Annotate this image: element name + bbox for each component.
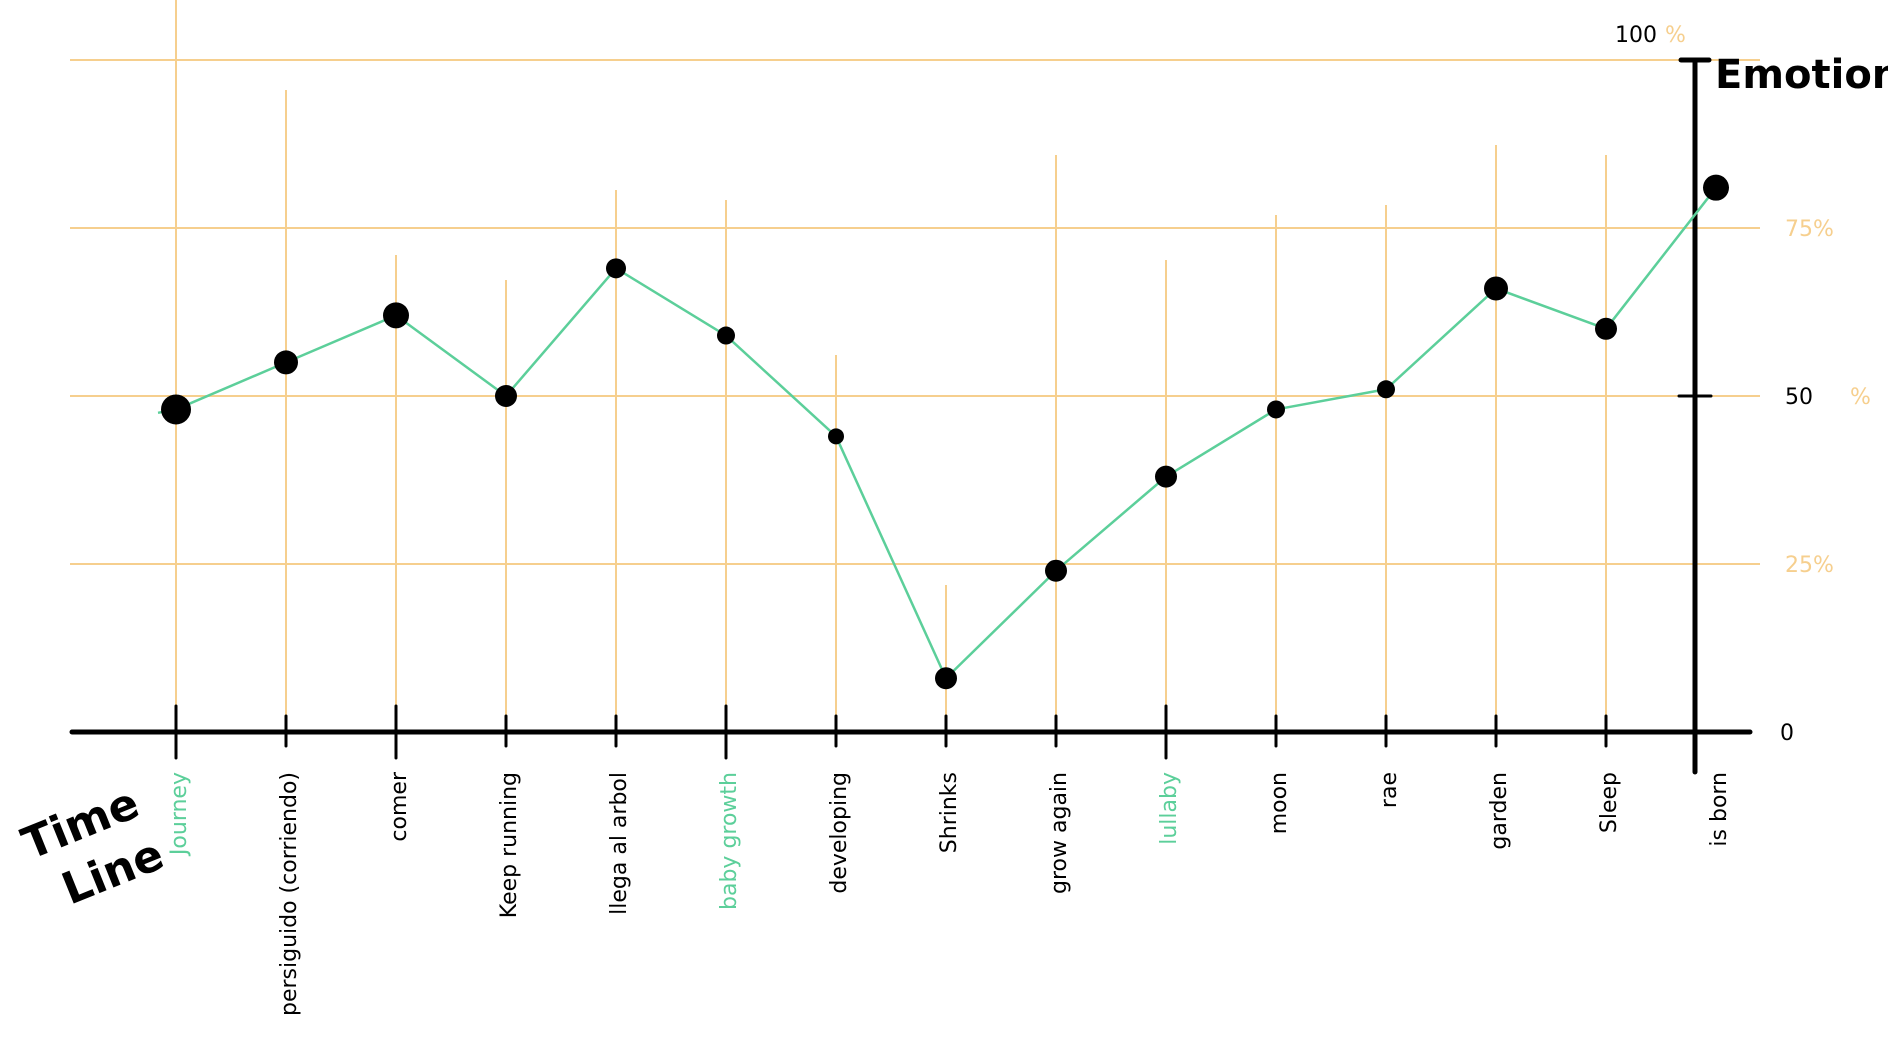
- data-point-7: [935, 667, 957, 690]
- y-tick-suffix-50: %: [1850, 385, 1871, 410]
- y-ticks: 0 25% 50 % 75% 100%: [1615, 23, 1871, 746]
- category-label-4: llega al arbol: [607, 772, 632, 915]
- category-label-14: is born: [1707, 772, 1732, 847]
- y-tick-label-50: 50: [1785, 385, 1813, 410]
- series-line-layer: [157, 186, 1717, 680]
- data-point-0: [161, 394, 191, 425]
- y-tick-label-100: 100: [1615, 23, 1657, 48]
- category-label-3: Keep running: [497, 772, 522, 918]
- category-label-12: garden: [1487, 772, 1512, 850]
- category-label-11: rae: [1377, 772, 1402, 808]
- data-point-10: [1267, 400, 1285, 419]
- data-point-1: [274, 350, 298, 375]
- data-point-9: [1155, 465, 1177, 488]
- axes: [69, 57, 1753, 775]
- data-point-11: [1377, 380, 1395, 399]
- data-point-8: [1045, 559, 1067, 582]
- category-label-9: lullaby: [1157, 772, 1182, 845]
- category-label-5: baby growth: [717, 772, 742, 910]
- category-guides: [175, 0, 1607, 732]
- data-point-14: [1703, 174, 1729, 201]
- data-point-6: [828, 428, 844, 445]
- y-axis-title: Emotion: [1715, 52, 1888, 98]
- category-label-6: developing: [827, 772, 852, 894]
- data-point-5: [717, 326, 735, 345]
- category-label-0: Journey: [167, 772, 192, 857]
- category-label-7: Shrinks: [937, 772, 962, 853]
- y-tick-label-0: 0: [1780, 721, 1794, 746]
- category-labels: Journey persiguido (corriendo) comer Keep r…: [167, 771, 1732, 1016]
- category-label-10: moon: [1267, 772, 1292, 834]
- data-point-13: [1595, 317, 1617, 340]
- data-point-12: [1484, 276, 1508, 301]
- data-point-3: [495, 385, 517, 407]
- category-label-1: persiguido (corriendo): [277, 772, 302, 1016]
- grid-layer: [70, 59, 1760, 565]
- x-ticks: [174, 704, 1608, 760]
- category-label-8: grow again: [1047, 772, 1072, 894]
- category-label-2: comer: [387, 771, 412, 842]
- y-tick-label-25: 25%: [1785, 553, 1834, 578]
- emotion-series-line: [157, 186, 1717, 680]
- y-tick-suffix-100: %: [1665, 23, 1686, 48]
- y-tick-label-75: 75%: [1785, 217, 1834, 242]
- data-points: [161, 174, 1729, 690]
- category-label-13: Sleep: [1597, 772, 1622, 833]
- data-point-2: [383, 302, 409, 329]
- data-point-4: [606, 258, 626, 279]
